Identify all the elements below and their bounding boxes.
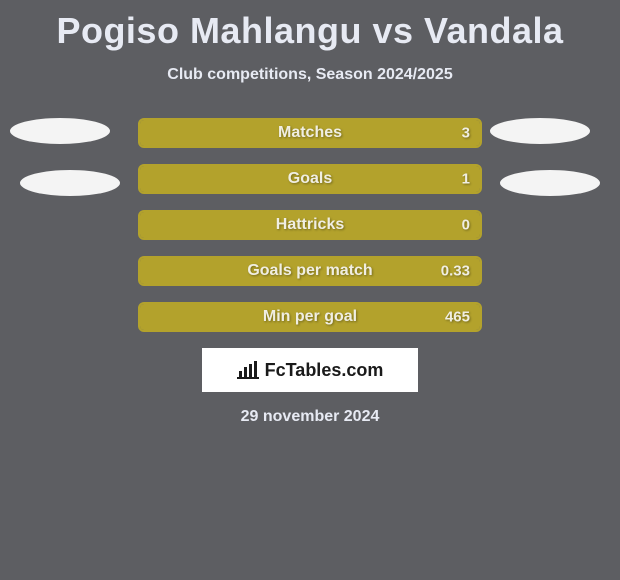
- date-text: 29 november 2024: [0, 408, 620, 426]
- bar-chart-icon: [237, 361, 259, 379]
- chart-area: Matches 3 Goals 1 Hattricks 0 Goals per match 0…: [0, 118, 620, 332]
- stat-value: 3: [462, 125, 470, 142]
- stat-value: 465: [445, 309, 470, 326]
- side-ellipse: [10, 118, 110, 144]
- stat-label: Goals per match: [247, 262, 372, 280]
- stat-bar: Matches 3: [138, 118, 482, 148]
- stat-value: 0: [462, 217, 470, 234]
- side-ellipse: [500, 170, 600, 196]
- bars-container: Matches 3 Goals 1 Hattricks 0 Goals per match 0…: [138, 118, 482, 332]
- stat-label: Goals: [288, 170, 332, 188]
- side-ellipse: [20, 170, 120, 196]
- stat-bar: Hattricks 0: [138, 210, 482, 240]
- stat-label: Matches: [278, 124, 342, 142]
- stat-label: Hattricks: [276, 216, 344, 234]
- stat-bar: Min per goal 465: [138, 302, 482, 332]
- stat-label: Min per goal: [263, 308, 357, 326]
- stat-value: 0.33: [441, 263, 470, 280]
- stat-bar: Goals per match 0.33: [138, 256, 482, 286]
- logo-box: FcTables.com: [202, 348, 418, 392]
- subtitle: Club competitions, Season 2024/2025: [0, 66, 620, 84]
- stat-value: 1: [462, 171, 470, 188]
- side-ellipse: [490, 118, 590, 144]
- page-title: Pogiso Mahlangu vs Vandala: [0, 0, 620, 52]
- logo-text: FcTables.com: [265, 360, 384, 381]
- stat-bar: Goals 1: [138, 164, 482, 194]
